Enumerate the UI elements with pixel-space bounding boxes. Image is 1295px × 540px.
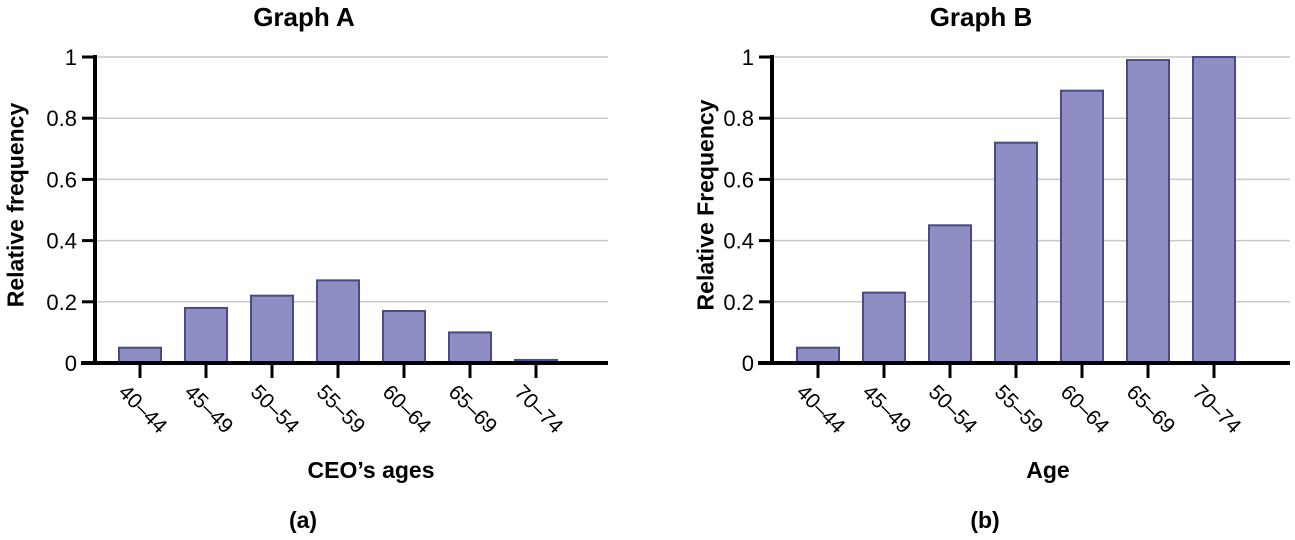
- graph-a-x-tick-label-50–54: 50–54: [246, 381, 304, 439]
- graph-a-bar-45–49: [184, 306, 228, 365]
- graph-a-x-tick-label-65–69: 65–69: [444, 381, 502, 439]
- graph-b-bar-40–44: [796, 346, 840, 365]
- graph-a-bar-50–54: [250, 294, 294, 364]
- graph-b-bar-70–74: [1192, 56, 1236, 364]
- graph-a-x-axis-label: CEO’s ages: [307, 457, 435, 483]
- graph-b-bar-55–59: [994, 141, 1038, 364]
- graph-b-y-tick-label-1: 1: [742, 45, 754, 70]
- graph-a-bar-55–59: [316, 279, 360, 365]
- graph-b-x-tick-label-65–69: 65–69: [1122, 381, 1180, 439]
- graph-b-y-tick-label-0.8: 0.8: [723, 106, 754, 131]
- graph-a-x-tick-label-45–49: 45–49: [180, 381, 238, 439]
- graph-b-x-tick-label-50–54: 50–54: [924, 381, 982, 439]
- graph-a-y-tick-label-1: 1: [65, 45, 77, 70]
- graph-a-x-tick-label-60–64: 60–64: [378, 381, 436, 439]
- graph-a-title: Graph A: [253, 2, 355, 32]
- graph-b-x-tick-label-70–74: 70–74: [1188, 381, 1246, 439]
- graph-b-x-tick-label-55–59: 55–59: [990, 381, 1048, 439]
- graph-b-y-tick-label-0.2: 0.2: [723, 290, 754, 315]
- graph-b-y-tick-label-0.4: 0.4: [723, 229, 754, 254]
- graph-b-y-tick-label-0.6: 0.6: [723, 167, 754, 192]
- graph-b-y-axis-label: Relative Frequency: [692, 99, 719, 311]
- graph-a-caption: (a): [288, 507, 318, 533]
- graph-b-bar-50–54: [928, 224, 972, 364]
- graph-a-x-tick-label-55–59: 55–59: [312, 381, 370, 439]
- graph-a-y-tick-label-0.2: 0.2: [46, 290, 77, 315]
- graph-b-title: Graph B: [929, 2, 1033, 32]
- graph-b-x-tick-label-40–44: 40–44: [792, 381, 850, 439]
- graph-b-bar-65–69: [1126, 59, 1170, 365]
- graph-b-x-tick-label-60–64: 60–64: [1056, 381, 1114, 439]
- graph-a-y-tick-label-0.8: 0.8: [46, 106, 77, 131]
- graph-a-y-tick-label-0.6: 0.6: [46, 167, 77, 192]
- graph-a-x-tick-label-40–44: 40–44: [114, 381, 172, 439]
- graph-a-bar-65–69: [448, 331, 492, 364]
- graph-a-y-tick-label-0.4: 0.4: [46, 229, 77, 254]
- graph-a-y-axis-label: Relative frequency: [2, 102, 29, 308]
- graph-b-bar-60–64: [1060, 89, 1104, 364]
- graph-a-bar-40–44: [118, 346, 162, 365]
- graph-b-bar-45–49: [862, 291, 906, 364]
- graph-b-x-tick-label-45–49: 45–49: [858, 381, 916, 439]
- graph-a-bar-60–64: [382, 309, 426, 365]
- graph-a-y-tick-label-0: 0: [65, 351, 77, 376]
- graph-b-y-tick-label-0: 0: [742, 351, 754, 376]
- graph-a-x-tick-label-70–74: 70–74: [510, 381, 568, 439]
- graph-b-x-axis-label: Age: [1026, 457, 1070, 483]
- graph-b-caption: (b): [970, 507, 1000, 533]
